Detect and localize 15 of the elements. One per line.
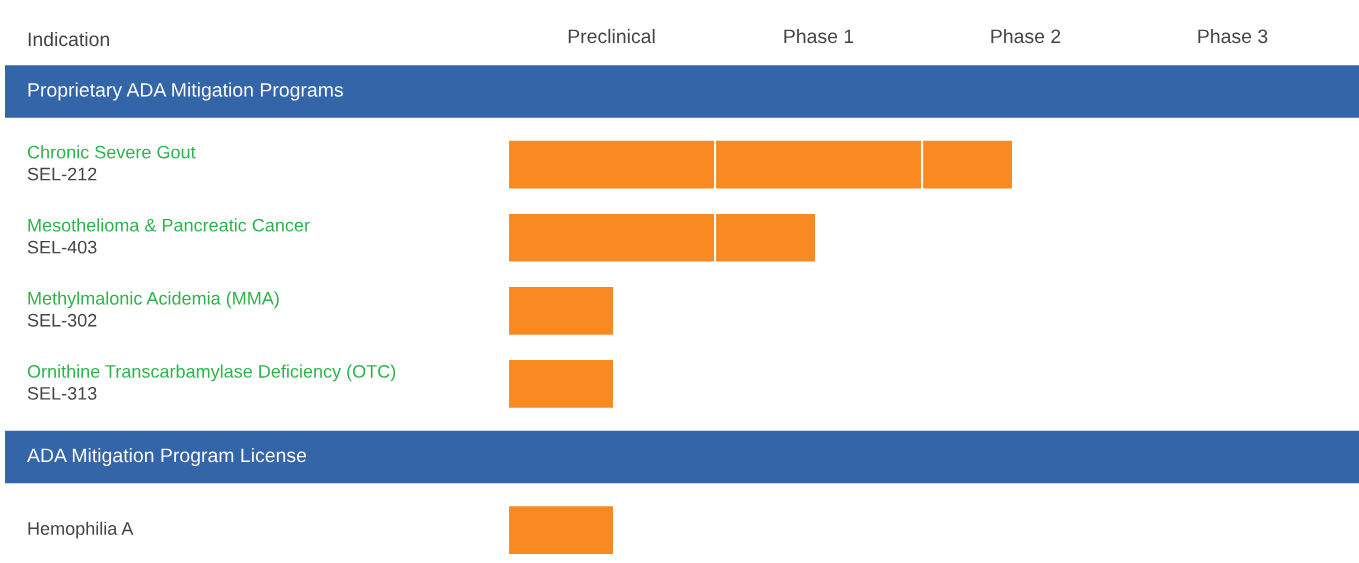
y-tick-label: Ornithine Transcarbamylase Deficiency (OTC) SEL-313	[27, 364, 396, 400]
text: Preclinical	[568, 28, 655, 44]
bar	[508, 358, 616, 410]
y-tick-label: Chronic Severe Gout SEL-212	[27, 145, 196, 181]
y-axis-title: Indication	[28, 31, 109, 47]
y-tick-label: ADA Mitigation Program License	[27, 447, 307, 467]
y-tick-label: Proprietary ADA Mitigation Programs	[28, 82, 343, 101]
y-tick-label: Mesothelioma & Pancreatic Cancer SEL-403	[27, 218, 310, 254]
text: Phase 1	[784, 28, 854, 44]
bar	[508, 504, 616, 556]
y-tick-label: Hemophilia A	[28, 521, 134, 539]
text: Phase 2	[991, 28, 1061, 44]
y-tick-label: Methylmalonic Acidemia (MMA) SEL-302	[27, 291, 279, 327]
text: Phase 3	[1198, 28, 1268, 44]
bar	[508, 284, 616, 337]
